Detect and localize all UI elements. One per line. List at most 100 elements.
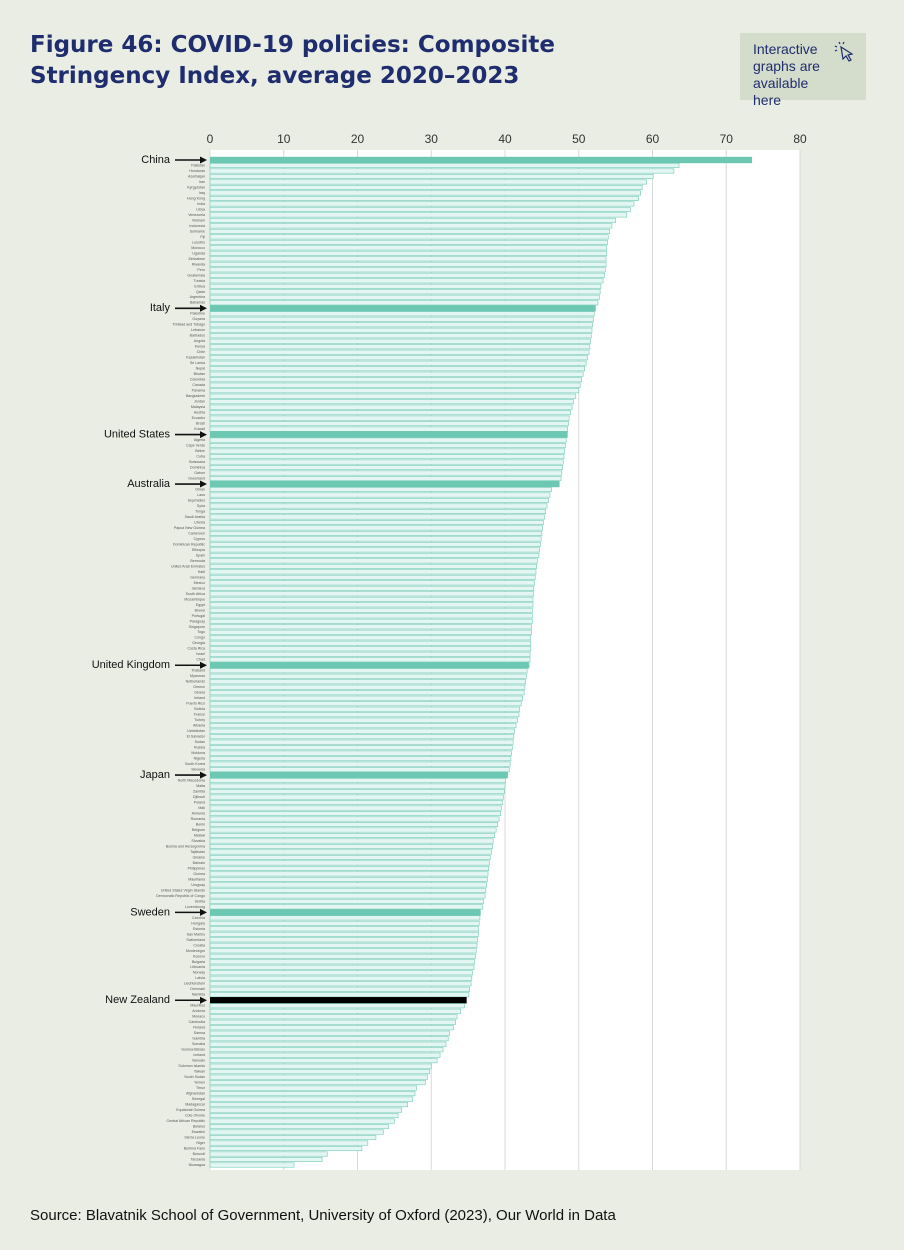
category-label: Hong Kong: [187, 196, 205, 200]
highlighted-bar: [210, 662, 530, 669]
category-label: Turkey: [194, 718, 205, 722]
bar: [209, 767, 510, 773]
category-label: Niger: [196, 1141, 205, 1145]
category-label: Dominican Republic: [173, 542, 205, 546]
category-label: Jamaica: [192, 586, 205, 590]
category-label: Nicaragua: [189, 1163, 205, 1167]
bar: [209, 1058, 438, 1064]
category-label: Switzerland: [186, 938, 205, 942]
bar: [209, 1146, 363, 1152]
category-label: Puerto Rico: [186, 702, 205, 706]
category-label: Gabon: [194, 471, 205, 475]
bar: [209, 344, 591, 350]
category-label: Papua New Guinea: [174, 526, 205, 530]
bar: [209, 635, 532, 641]
category-label: Malawi: [194, 833, 205, 837]
category-label: Norway: [193, 971, 205, 975]
category-label: Bahamas: [190, 301, 205, 305]
bar: [209, 393, 577, 399]
category-label: Botswana: [189, 460, 205, 464]
bar: [209, 849, 493, 855]
bar: [209, 476, 562, 482]
arrow-head: [200, 431, 207, 439]
bar: [209, 816, 500, 822]
x-tick-label: 20: [351, 132, 365, 146]
bar: [209, 294, 600, 300]
category-label: Ecuador: [192, 416, 206, 420]
category-label: Samoa: [194, 1031, 205, 1035]
bar: [209, 1157, 323, 1163]
bar: [209, 1030, 450, 1036]
bar: [209, 865, 490, 871]
bar: [209, 206, 631, 212]
bar: [209, 684, 526, 690]
bar: [209, 459, 564, 465]
highlight-label: Japan: [140, 769, 170, 781]
bar: [209, 525, 543, 531]
category-label: North Macedonia: [178, 779, 205, 783]
bar: [209, 508, 546, 514]
category-label: Romania: [191, 817, 205, 821]
category-label: Afghanistan: [186, 1092, 205, 1096]
category-label: Ethiopia: [192, 548, 205, 552]
category-label: Austria: [194, 411, 205, 415]
interactive-link[interactable]: Interactive graphs are available here: [740, 33, 866, 108]
category-label: Iraq: [199, 191, 205, 195]
category-label: Bulgaria: [192, 960, 205, 964]
bar: [209, 986, 470, 992]
category-label: Mauritius: [190, 1004, 205, 1008]
category-label: Denmark: [190, 987, 205, 991]
category-label: Andorra: [192, 1009, 205, 1013]
category-label: Venezuela: [188, 213, 205, 217]
arrow-head: [200, 661, 207, 669]
category-label: Namibia: [192, 993, 205, 997]
bar: [209, 217, 616, 223]
chart: 0 10 20 30 40 50 60 70 80 China Pakistan HondurasAz…: [92, 132, 807, 1170]
bar: [209, 981, 472, 987]
category-label: Belgium: [192, 828, 205, 832]
bar: [209, 1140, 369, 1146]
category-label: United States Virgin Islands: [161, 888, 205, 892]
category-label: Monaco: [192, 1015, 205, 1019]
bar: [209, 1096, 414, 1102]
highlighted-bar: [210, 156, 753, 164]
category-label: Lebanon: [191, 328, 205, 332]
category-label: Congo: [194, 636, 205, 640]
interactive-note[interactable]: Interactive graphs are available here: [753, 41, 820, 108]
bar: [209, 942, 478, 948]
category-label: Ireland: [194, 696, 205, 700]
category-label: Senegal: [192, 1097, 205, 1101]
bar: [209, 382, 581, 388]
bar: [209, 179, 647, 185]
category-label: Iceland: [193, 1053, 205, 1057]
bar: [209, 893, 486, 899]
bar: [209, 421, 569, 427]
bar: [209, 437, 567, 443]
category-label: Colombia: [190, 378, 205, 382]
category-label: Liberia: [194, 520, 205, 524]
bar: [209, 503, 548, 509]
bar: [209, 673, 527, 679]
bar: [209, 728, 515, 734]
category-label: Palestine: [190, 312, 205, 316]
category-label: Central African Republic: [166, 1119, 205, 1123]
bar: [209, 701, 522, 707]
category-label: Nepal: [196, 367, 206, 371]
bar: [209, 497, 549, 503]
highlighted-bar: [210, 997, 467, 1004]
bar: [209, 278, 604, 284]
chart-title: Figure 46: COVID-19 policies: Composite …: [30, 32, 555, 89]
category-label: Yemen: [194, 1081, 205, 1085]
category-label: Democratic Republic of Congo: [156, 894, 205, 898]
bar: [209, 492, 551, 498]
category-label: Iran: [199, 180, 205, 184]
category-label: Egypt: [196, 603, 205, 607]
bar: [209, 338, 591, 344]
highlighted-bar: [210, 305, 596, 312]
category-label: Barbados: [190, 334, 206, 338]
category-label: Brazil: [196, 422, 205, 426]
bar: [209, 228, 611, 234]
bar: [209, 366, 585, 372]
bar: [209, 761, 511, 767]
